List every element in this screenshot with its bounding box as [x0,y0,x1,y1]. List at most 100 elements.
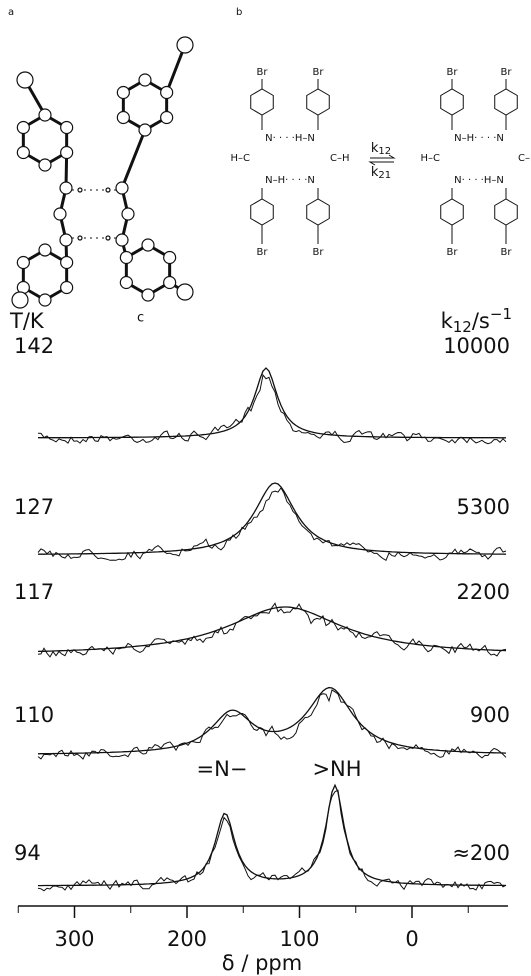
atom [177,37,193,53]
bond [122,130,145,188]
ring [441,89,464,115]
ring [251,89,274,115]
chem-label: Br [257,67,269,78]
atom [117,112,129,124]
atom [120,277,132,289]
atom [142,289,154,301]
atom [139,124,151,136]
chem-label: H–C [420,153,440,164]
atom [116,182,128,194]
ring [307,89,330,115]
fit-curve [38,785,506,885]
atom [39,244,51,256]
atom [117,87,129,99]
ring [495,199,518,225]
atom [17,72,33,88]
spectrum [38,790,506,890]
ring [495,89,518,115]
chem-label: H–C [230,153,250,164]
spectrum [38,488,506,560]
atom [17,147,29,159]
atom [17,122,29,134]
atom [164,277,176,289]
fit-curve [38,688,506,754]
atom [142,239,154,251]
header-part: −1 [490,305,512,323]
rate: ≈200 [452,841,510,865]
chem-label: C–H [518,153,531,164]
rate: 2200 [457,580,510,604]
atom [61,147,73,159]
figure: a b c BrBrN· · · ·H–NH–CC–HN–H· · · ·NBr… [0,0,531,976]
x-axis-label: δ / ppm [222,951,302,975]
chem-label: N–H· · · ·N [265,175,315,186]
chem-label: Br [501,247,513,258]
rate-constant: k21 [371,165,391,182]
atom [54,208,66,220]
atom [78,188,82,192]
header-part: 12 [453,318,472,336]
rate-constant: k12 [371,141,391,158]
spectrum [38,690,506,759]
atom [78,236,82,240]
chem-label: N· · · ·H–N [454,175,504,186]
panel-label: a [8,7,14,18]
atom [106,188,110,192]
atom [106,236,110,240]
x-tick-label: 200 [167,927,207,951]
atom [161,87,173,99]
atom [12,292,28,308]
temperature: 94 [14,841,41,865]
atom [139,74,151,86]
atom [164,252,176,264]
chem-label: Br [501,67,513,78]
panel-label: b [236,7,242,18]
header: k12/s−1 [441,305,512,336]
reaction-scheme: Br Br N· · · ·H–N H–C C–H N–H· · · ·N Br Br Br Br… [230,67,531,258]
atom [61,257,73,269]
rate: 900 [470,703,510,727]
spectrum [38,603,506,657]
atom [61,122,73,134]
temperature: 110 [14,703,54,727]
fit-curve [38,607,506,651]
atom [39,109,51,121]
atom [120,252,132,264]
x-tick-label: 300 [54,927,94,951]
ring [307,199,330,225]
chem-label: Br [447,247,459,258]
peak-label: =N− [197,757,248,781]
peak-label: >NH [312,757,361,781]
atom [116,234,128,246]
chem-label: Br [313,247,325,258]
atom [60,182,72,194]
header-part: k [441,309,454,333]
chem-label: Br [257,247,269,258]
atom [161,112,173,124]
atom [61,282,73,294]
chem-label: C–H [330,153,350,164]
panel-label: c [137,311,144,326]
atom [39,294,51,306]
chem-label: Br [313,67,325,78]
subscript: 21 [378,170,391,181]
rate: 5300 [457,495,510,519]
ring [251,199,274,225]
crystal-structure [12,37,193,308]
chem-label: N–H· · · ·N [454,133,504,144]
atom [177,284,193,300]
atom [39,159,51,171]
atom [17,257,29,269]
chem-label: N· · · ·H–N [265,133,315,144]
fit-curve [38,483,506,554]
x-tick-label: 100 [279,927,319,951]
header-part: /s [472,309,490,333]
chem-label: Br [447,67,459,78]
temperature: 127 [14,495,54,519]
header: T/K [9,309,45,333]
spectrum [38,375,506,444]
fit-curve [38,368,506,438]
temperature: 117 [14,580,54,604]
rate: 10000 [443,334,510,358]
